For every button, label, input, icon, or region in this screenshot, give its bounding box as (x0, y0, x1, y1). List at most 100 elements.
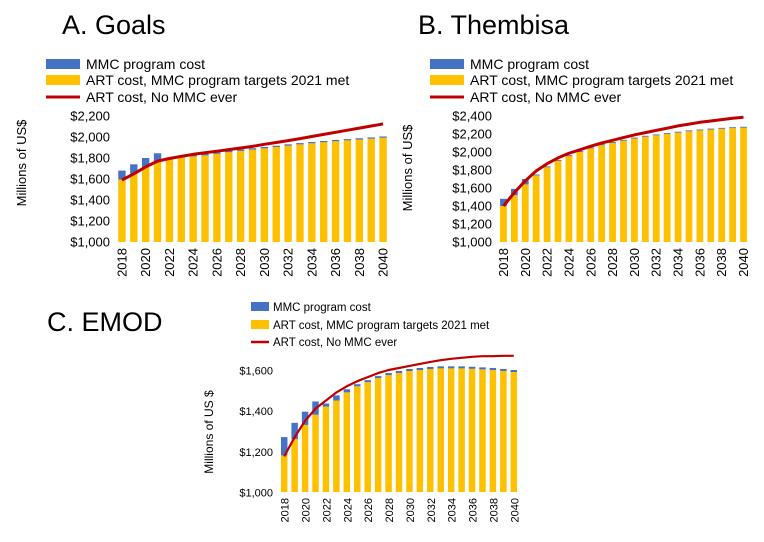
legend-item-mmc: MMC program cost (430, 56, 589, 72)
bar-mmc-cost (296, 143, 304, 145)
x-axis-ticks: 2018 2020 2022 2024 2026 2028 2030 2032 2034 2036… (496, 248, 751, 277)
y-axis-ticks: $1,000 $1,200 $1,400 $1,600 $1,800 $2,000 $2,2… (452, 109, 492, 250)
bar-mmc-cost (447, 366, 455, 369)
bar-art-cost (631, 138, 638, 242)
legend: MMC program cost ART cost, MMC program t… (430, 56, 733, 105)
bar-mmc-cost (652, 134, 660, 136)
bar-art-cost (248, 149, 257, 242)
bar-art-cost (165, 159, 174, 242)
bar-mmc-cost (587, 147, 595, 149)
bar-mmc-cost (406, 368, 413, 372)
bar-mmc-cost (364, 380, 371, 383)
bar-mmc-cost (236, 149, 245, 151)
x-tick-label: 2020 (518, 248, 533, 277)
bar-art-cost (291, 439, 298, 492)
legend-item-art: ART cost, MMC program targets 2021 met (430, 72, 733, 88)
y-tick-label: $1,600 (239, 366, 273, 378)
bar-art-cost (510, 195, 518, 242)
panel-thembisa: B. Thembisa MMC program cost ART cost, M… (400, 10, 751, 277)
line-no-mmc (283, 354, 514, 457)
bar-mmc-cost (565, 155, 573, 157)
bar-art-cost (641, 136, 649, 242)
panel-goals: A. Goals MMC program cost ART cost, MMC … (14, 10, 391, 277)
bar-art-cost (322, 406, 330, 492)
x-tick-label: 2018 (280, 498, 292, 522)
legend-label-art: ART cost, MMC program targets 2021 met (86, 72, 349, 88)
bar-art-cost (343, 140, 352, 242)
bar-mmc-cost (696, 129, 704, 131)
x-tick-label: 2018 (114, 248, 129, 277)
y-tick-label: $1,000 (239, 488, 273, 500)
x-tick-label: 2026 (363, 498, 375, 522)
y-axis-label: Millions of US $ (202, 390, 216, 474)
bar-mmc-cost (458, 366, 465, 369)
bar-mmc-cost (284, 144, 292, 146)
x-axis-ticks: 2018 2020 2022 2024 2026 2028 2030 2032 2034 2036… (280, 498, 522, 522)
legend-label-no-mmc: ART cost, No MMC ever (470, 89, 622, 105)
bar-art-cost (447, 368, 455, 492)
y-tick-label: $2,000 (452, 145, 492, 160)
bar-mmc-cost (130, 164, 138, 174)
x-tick-label: 2038 (488, 498, 500, 522)
bar-art-cost (177, 157, 185, 242)
bar-mmc-cost (141, 158, 150, 167)
bar-art-cost (280, 455, 288, 492)
y-tick-label: $1,200 (452, 217, 492, 232)
x-tick-label: 2030 (257, 248, 272, 277)
bar-art-cost (500, 371, 507, 492)
y-tick-label: $1,400 (239, 406, 273, 418)
bar-art-cost (153, 161, 162, 242)
bar-art-cost (674, 132, 682, 242)
bar-mmc-cost (468, 366, 476, 369)
x-tick-label: 2036 (468, 498, 480, 522)
bar-art-cost (696, 130, 704, 242)
bar-art-cost (354, 386, 361, 492)
bar-mmc-cost (331, 139, 340, 142)
y-tick-label: $1,400 (452, 199, 492, 214)
bar-art-cost (272, 146, 280, 242)
bar-mmc-cost (354, 384, 361, 387)
bar-mmc-cost (355, 138, 364, 140)
x-tick-label: 2032 (649, 248, 664, 277)
x-tick-label: 2026 (209, 248, 224, 277)
y-tick-label: $2,000 (70, 130, 110, 145)
x-tick-label: 2028 (233, 248, 248, 277)
x-tick-label: 2036 (328, 248, 343, 277)
bar-art-cost (236, 150, 245, 242)
plot-marks (118, 122, 387, 242)
legend-swatch-art (251, 320, 269, 329)
bar-art-cost (609, 143, 616, 242)
bar-mmc-cost (333, 395, 340, 401)
bar-mmc-cost (385, 373, 392, 376)
x-tick-label: 2040 (736, 248, 751, 277)
bar-art-cost (130, 173, 138, 242)
bar-art-cost (213, 153, 221, 242)
bar-mmc-cost (395, 371, 403, 374)
y-tick-label: $2,400 (452, 109, 492, 124)
bar-mmc-cost (674, 131, 682, 133)
panel-title: B. Thembisa (418, 10, 570, 40)
bar-art-cost (320, 142, 328, 242)
bar-art-cost (201, 155, 209, 242)
legend-label-art: ART cost, MMC program targets 2021 met (273, 320, 490, 332)
legend-label-art: ART cost, MMC program targets 2021 met (470, 72, 733, 88)
y-tick-label: $1,600 (70, 172, 110, 187)
bar-mmc-cost (280, 437, 288, 456)
bar-mmc-cost (641, 135, 649, 137)
bar-mmc-cost (554, 160, 562, 161)
bar-mmc-cost (576, 151, 584, 152)
y-axis-ticks: $1,000 $1,200 $1,400 $1,600 (239, 366, 273, 500)
bar-mmc-cost (272, 145, 280, 147)
y-axis-label: Millions of US$ (400, 124, 415, 211)
x-tick-label: 2024 (342, 498, 354, 522)
bar-art-cost (333, 400, 340, 492)
bar-mmc-cost (510, 370, 518, 373)
y-tick-label: $1,800 (452, 163, 492, 178)
y-tick-label: $2,200 (452, 127, 492, 142)
x-tick-label: 2022 (540, 248, 555, 277)
panel-title: A. Goals (62, 10, 166, 40)
bar-mmc-cost (598, 144, 606, 146)
bar-mmc-cost (416, 367, 424, 370)
panel-title: C. EMOD (47, 307, 163, 337)
